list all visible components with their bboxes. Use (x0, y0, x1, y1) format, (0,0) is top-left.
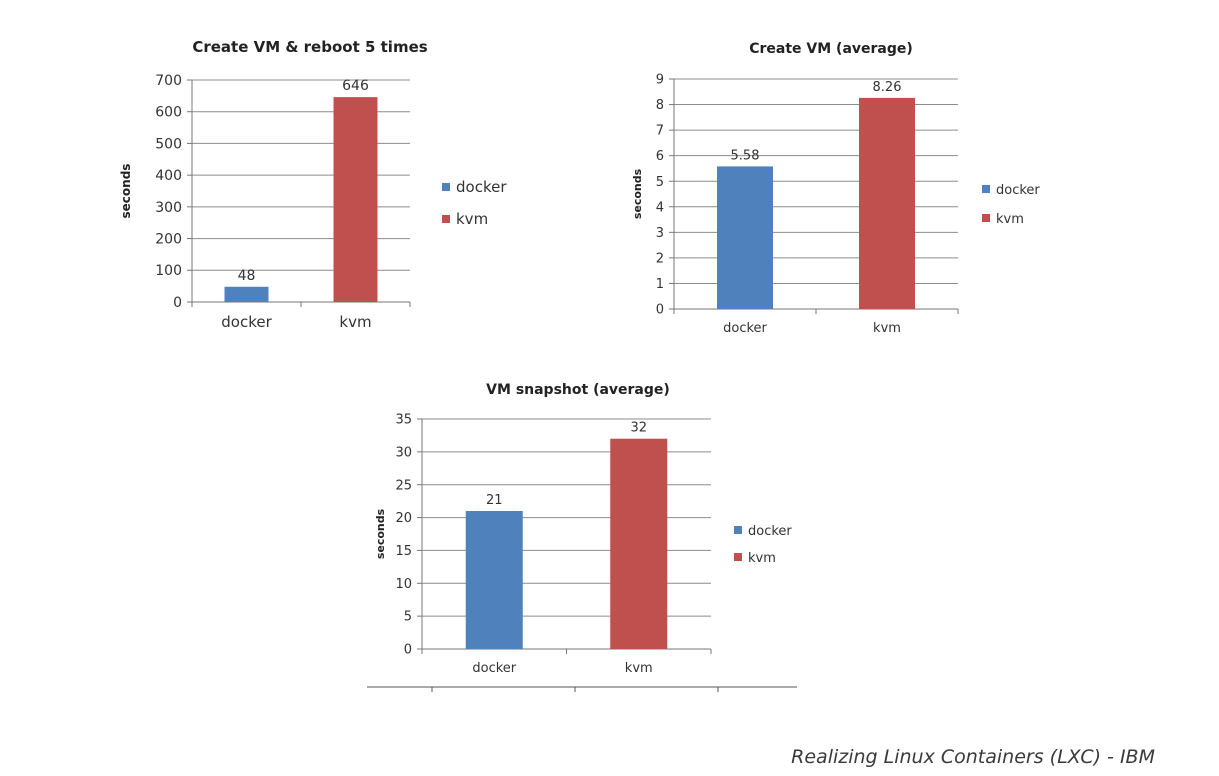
x-tick-label: docker (723, 321, 767, 336)
bar-kvm (333, 97, 378, 302)
chart-title: Create VM (average) (749, 41, 913, 57)
y-tick-label: 2 (656, 251, 664, 266)
y-tick-label: 8 (656, 98, 664, 113)
bar-docker (465, 511, 523, 649)
legend-entry: docker (996, 183, 1040, 198)
legend-entry: kvm (456, 210, 488, 228)
y-tick-label: 200 (155, 231, 182, 247)
y-tick-label: 20 (395, 511, 412, 526)
y-tick-label: 30 (395, 445, 412, 460)
data-label: 21 (486, 493, 503, 508)
x-tick-label: kvm (625, 661, 653, 676)
bar-docker (717, 166, 773, 309)
y-tick-label: 300 (155, 200, 182, 216)
chart-create-vm-reboot: 0 100 200 300 400 500 600 700 48 docker 646 kvm Crea… (119, 38, 507, 331)
legend-swatch (442, 183, 450, 191)
bar-kvm (610, 438, 668, 649)
x-tick-label: docker (221, 313, 272, 331)
x-tick-label: kvm (873, 321, 901, 336)
x-tick-label: docker (472, 661, 516, 676)
x-tick-label: kvm (339, 313, 371, 331)
data-label: 48 (238, 268, 256, 284)
y-tick-label: 35 (395, 413, 412, 428)
y-axis-label: seconds (374, 508, 387, 559)
y-tick-label: 0 (404, 643, 412, 658)
y-tick-label: 100 (155, 263, 182, 279)
y-tick-label: 4 (656, 200, 664, 215)
y-tick-label: 600 (155, 105, 182, 121)
bar-kvm (859, 97, 915, 310)
data-label: 5.58 (731, 148, 760, 163)
legend-swatch (982, 214, 990, 222)
y-tick-label: 0 (656, 303, 664, 318)
y-tick-label: 700 (155, 73, 182, 89)
y-tick-label: 1 (656, 277, 664, 292)
y-tick-label: 0 (173, 295, 182, 311)
y-tick-label: 9 (656, 73, 664, 88)
legend-entry: kvm (996, 212, 1024, 227)
bar-docker (224, 286, 269, 302)
data-label: 8.26 (873, 80, 902, 95)
y-tick-label: 5 (656, 175, 664, 190)
legend-entry: docker (456, 178, 507, 196)
y-axis-label: seconds (119, 164, 133, 219)
source-credit: Realizing Linux Containers (LXC) - IBM (791, 746, 1155, 768)
y-tick-label: 3 (656, 226, 664, 241)
y-tick-label: 400 (155, 168, 182, 184)
y-tick-label: 7 (656, 124, 664, 139)
chart-create-vm-average: 0 1 2 3 4 5 6 7 8 9 5.58 docker 8.26 kvm Create VM (av… (631, 41, 1040, 336)
chart-title: VM snapshot (average) (486, 382, 670, 398)
chart-title: Create VM & reboot 5 times (192, 38, 427, 56)
legend-swatch (442, 215, 450, 223)
y-tick-label: 5 (404, 610, 412, 625)
y-tick-label: 15 (395, 544, 412, 559)
data-label: 646 (342, 78, 369, 94)
legend-swatch (734, 553, 742, 561)
legend-swatch (734, 526, 742, 534)
legend-entry: kvm (748, 551, 776, 566)
y-tick-label: 500 (155, 136, 182, 152)
chart-vm-snapshot-average: 0 5 10 15 20 25 30 35 21 docker 32 kvm VM snapshot (… (374, 382, 792, 676)
legend-swatch (982, 185, 990, 193)
y-tick-label: 10 (395, 577, 412, 592)
y-tick-label: 6 (656, 149, 664, 164)
y-axis-label: seconds (631, 168, 644, 219)
y-tick-label: 25 (395, 478, 412, 493)
data-label: 32 (630, 421, 647, 436)
legend-entry: docker (748, 524, 792, 539)
